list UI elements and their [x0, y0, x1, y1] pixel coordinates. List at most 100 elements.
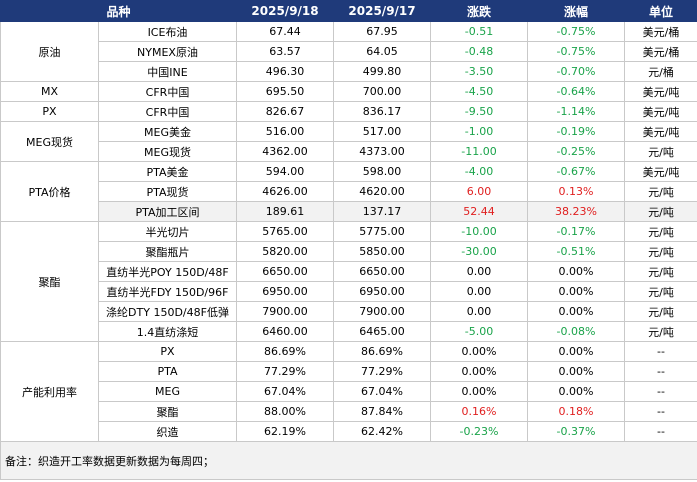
unit: 美元/桶 — [624, 21, 697, 42]
change-value: -0.48 — [430, 41, 529, 62]
unit: -- — [624, 401, 697, 422]
value-date-2: 86.69% — [333, 341, 432, 362]
change-pct: 38.23% — [527, 201, 626, 222]
unit: 元/吨 — [624, 261, 697, 282]
change-pct: 0.00% — [527, 281, 626, 302]
unit: -- — [624, 361, 697, 382]
change-value: -11.00 — [430, 141, 529, 162]
change-value: 0.16% — [430, 401, 529, 422]
unit: -- — [624, 341, 697, 362]
table-row: MEG现货 MEG美金 516.00 517.00 -1.00 -0.19% 美元/吨 — [0, 121, 697, 162]
value-date-2: 700.00 — [333, 81, 432, 102]
change-pct: 0.00% — [527, 261, 626, 282]
value-date-1: 63.57 — [236, 41, 335, 62]
value-date-1: 695.50 — [236, 81, 335, 102]
change-pct: -0.08% — [527, 321, 626, 342]
table-row: 聚酯 半光切片 5765.00 5775.00 -10.00 -0.17% 元/吨 — [0, 221, 697, 342]
unit: 美元/吨 — [624, 101, 697, 122]
change-pct: -1.14% — [527, 101, 626, 122]
item-name: 直纺半光FDY 150D/96F — [97, 281, 238, 302]
change-value: -9.50 — [430, 101, 529, 122]
value-date-2: 67.04% — [333, 381, 432, 402]
table-row: MX CFR中国 695.50 700.00 -4.50 -0.64% 美元/吨 — [0, 81, 697, 102]
value-date-2: 137.17 — [333, 201, 432, 222]
unit: 元/吨 — [624, 181, 697, 202]
item-name: ICE布油 — [97, 21, 238, 42]
header-unit: 单位 — [624, 0, 697, 22]
value-date-2: 5850.00 — [333, 241, 432, 262]
unit: -- — [624, 421, 697, 442]
table-row: PTA加工区间 189.61 137.17 52.44 38.23% 元/吨 — [1, 201, 697, 222]
value-date-2: 6950.00 — [333, 281, 432, 302]
table-row: 直纺半光FDY 150D/96F 6950.00 6950.00 0.00 0.00% 元… — [1, 281, 697, 302]
value-date-1: 6950.00 — [236, 281, 335, 302]
note-text: 备注：织造开工率数据更新数据为每周四； — [0, 441, 697, 480]
header-date-2: 2025/9/17 — [333, 0, 432, 22]
value-date-2: 5775.00 — [333, 221, 432, 242]
table-row: 涤纶DTY 150D/48F低弹 7900.00 7900.00 0.00 0.00% 元… — [1, 301, 697, 322]
group-name: MX — [0, 81, 99, 102]
group-name: 聚酯 — [0, 221, 99, 342]
item-name: PTA加工区间 — [97, 201, 238, 222]
table-row: 原油 ICE布油 67.44 67.95 -0.51 -0.75% 美元/桶 — [0, 21, 697, 82]
unit: 元/吨 — [624, 221, 697, 242]
change-value: 6.00 — [430, 181, 529, 202]
table-row: PTA价格 PTA美金 594.00 598.00 -4.00 -0.67% 美元/吨 — [0, 161, 697, 222]
table-row: 聚酯瓶片 5820.00 5850.00 -30.00 -0.51% 元/吨 — [1, 241, 697, 262]
unit: 元/吨 — [624, 281, 697, 302]
table-row: NYMEX原油 63.57 64.05 -0.48 -0.75% 美元/桶 — [1, 41, 697, 62]
table-body: 原油 ICE布油 67.44 67.95 -0.51 -0.75% 美元/桶 NYMEX原油 6… — [0, 21, 697, 442]
value-date-2: 4620.00 — [333, 181, 432, 202]
value-date-2: 499.80 — [333, 61, 432, 82]
unit: 元/吨 — [624, 201, 697, 222]
item-name: 半光切片 — [97, 221, 238, 242]
change-value: -4.00 — [430, 161, 529, 182]
item-name: 直纺半光POY 150D/48F — [97, 261, 238, 282]
value-date-1: 4362.00 — [236, 141, 335, 162]
item-name: CFR中国 — [97, 101, 238, 122]
value-date-1: 67.44 — [236, 21, 335, 42]
change-pct: -0.67% — [527, 161, 626, 182]
value-date-1: 6460.00 — [236, 321, 335, 342]
unit: 美元/吨 — [624, 121, 697, 142]
value-date-2: 836.17 — [333, 101, 432, 122]
value-date-1: 6650.00 — [236, 261, 335, 282]
value-date-2: 517.00 — [333, 121, 432, 142]
unit: 美元/吨 — [624, 161, 697, 182]
change-value: -3.50 — [430, 61, 529, 82]
item-name: MEG美金 — [97, 121, 238, 142]
header-change-pct: 涨幅 — [527, 0, 626, 22]
change-value: -0.51 — [430, 21, 529, 42]
value-date-1: 5765.00 — [236, 221, 335, 242]
value-date-1: 88.00% — [236, 401, 335, 422]
item-name: 1.4直纺涤短 — [97, 321, 238, 342]
change-value: 0.00% — [430, 381, 529, 402]
value-date-2: 87.84% — [333, 401, 432, 422]
value-date-2: 6650.00 — [333, 261, 432, 282]
change-value: 0.00 — [430, 281, 529, 302]
table-row: MEG现货 4362.00 4373.00 -11.00 -0.25% 元/吨 — [1, 141, 697, 162]
change-value: 0.00% — [430, 341, 529, 362]
value-date-1: 5820.00 — [236, 241, 335, 262]
table-row: 直纺半光POY 150D/48F 6650.00 6650.00 0.00 0.00% 元… — [1, 261, 697, 282]
item-name: CFR中国 — [97, 81, 238, 102]
change-pct: 0.00% — [527, 341, 626, 362]
table-row: 织造 62.19% 62.42% -0.23% -0.37% -- — [1, 421, 697, 442]
value-date-2: 67.95 — [333, 21, 432, 42]
item-name: 涤纶DTY 150D/48F低弹 — [97, 301, 238, 322]
table-row: 1.4直纺涤短 6460.00 6465.00 -5.00 -0.08% 元/吨 — [1, 321, 697, 342]
unit: 元/吨 — [624, 321, 697, 342]
change-pct: 0.13% — [527, 181, 626, 202]
value-date-2: 6465.00 — [333, 321, 432, 342]
table-row: 产能利用率 PX 86.69% 86.69% 0.00% 0.00% -- — [0, 341, 697, 442]
change-value: 0.00 — [430, 301, 529, 322]
value-date-1: 86.69% — [236, 341, 335, 362]
value-date-1: 4626.00 — [236, 181, 335, 202]
item-name: PTA现货 — [97, 181, 238, 202]
value-date-2: 7900.00 — [333, 301, 432, 322]
table-row: 中国INE 496.30 499.80 -3.50 -0.70% 元/桶 — [1, 61, 697, 82]
change-value: -1.00 — [430, 121, 529, 142]
change-pct: 0.00% — [527, 301, 626, 322]
change-value: -0.23% — [430, 421, 529, 442]
